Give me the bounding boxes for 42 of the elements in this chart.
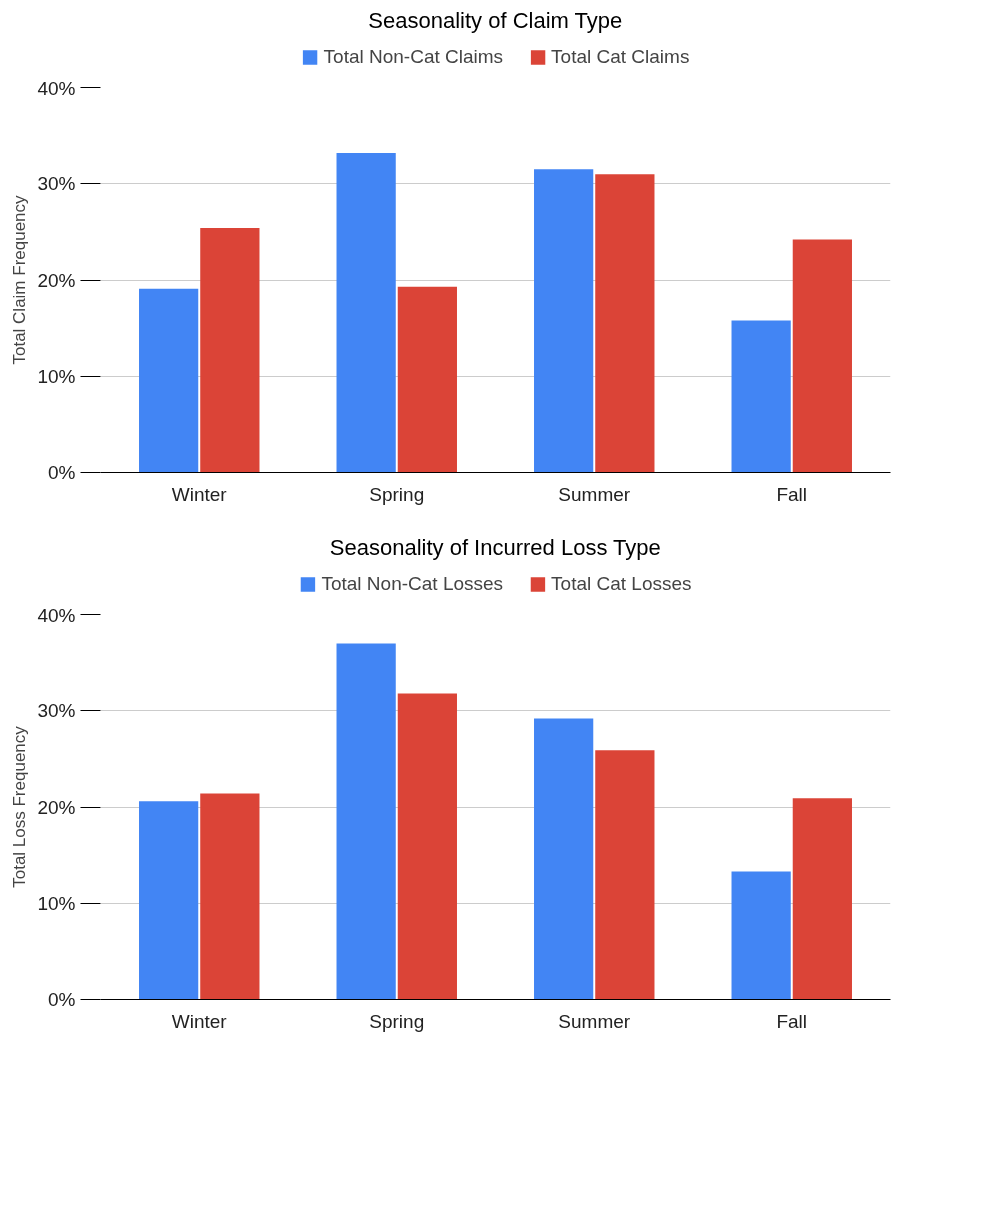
y-tick-label: 40%: [37, 604, 76, 626]
bar: [534, 169, 594, 473]
bar: [200, 228, 260, 473]
bar: [731, 320, 791, 473]
bar: [200, 793, 260, 1000]
legend-label: Total Non-Cat Losses: [321, 573, 504, 595]
y-axis-title: Total Claim Frequency: [10, 194, 30, 365]
chart-title: Seasonality of Claim Type: [368, 7, 623, 33]
bar: [595, 750, 655, 1000]
x-tick-label: Fall: [776, 483, 808, 505]
bar: [731, 871, 791, 1000]
bar: [139, 288, 199, 473]
bar: [534, 718, 594, 1000]
bar: [792, 239, 852, 473]
bar: [595, 174, 655, 473]
y-tick-label: 30%: [37, 173, 76, 195]
y-tick-label: 10%: [37, 365, 76, 387]
bar: [397, 286, 457, 473]
y-tick-label: 0%: [48, 462, 76, 483]
x-tick-label: Summer: [558, 483, 631, 505]
x-tick-label: Spring: [369, 1010, 425, 1032]
y-tick-label: 30%: [37, 700, 76, 722]
chart-title: Seasonality of Incurred Loss Type: [329, 534, 661, 560]
y-tick-label: 0%: [48, 989, 76, 1010]
bar: [336, 152, 396, 473]
x-tick-label: Winter: [171, 483, 228, 505]
x-tick-label: Spring: [369, 483, 425, 505]
y-axis-title: Total Loss Frequency: [10, 725, 30, 888]
bar: [397, 693, 457, 1000]
legend-label: Total Non-Cat Claims: [323, 46, 504, 68]
legend-label: Total Cat Losses: [551, 573, 692, 595]
y-tick-label: 40%: [37, 77, 76, 99]
x-tick-label: Summer: [558, 1010, 631, 1032]
x-tick-label: Winter: [171, 1010, 228, 1032]
y-tick-label: 20%: [37, 796, 76, 818]
bar: [139, 801, 199, 1000]
bar: [336, 643, 396, 1000]
bar: [792, 798, 852, 1000]
legend-label: Total Cat Claims: [551, 46, 690, 68]
y-tick-label: 10%: [37, 892, 76, 914]
y-tick-label: 20%: [37, 269, 76, 291]
x-tick-label: Fall: [776, 1010, 808, 1032]
